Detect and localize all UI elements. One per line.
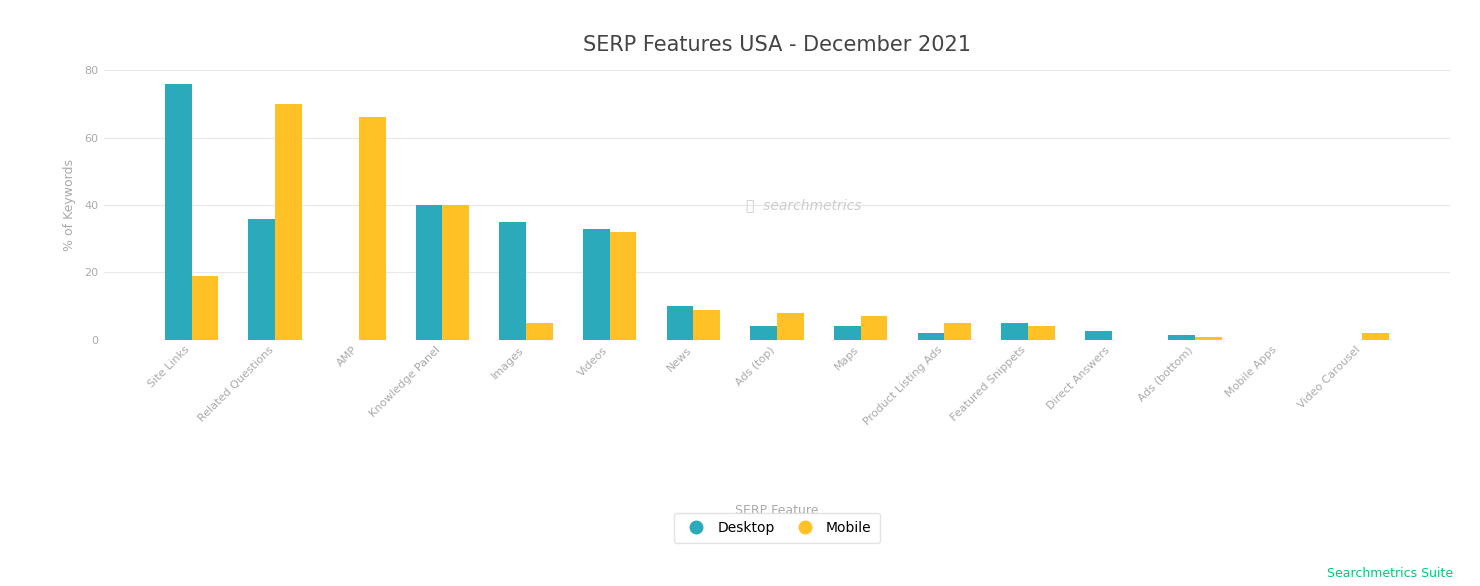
Bar [861, 316, 888, 340]
Text: Searchmetrics Suite: Searchmetrics Suite [1328, 567, 1453, 580]
Bar [1168, 335, 1196, 340]
Bar [191, 276, 219, 340]
Bar [666, 306, 693, 340]
Y-axis label: % of Keywords: % of Keywords [64, 159, 77, 251]
Bar [583, 229, 610, 340]
Legend: Desktop, Mobile: Desktop, Mobile [673, 513, 881, 543]
Bar [443, 205, 469, 340]
Bar [275, 104, 302, 340]
Bar [1029, 326, 1055, 340]
Bar [1363, 333, 1390, 340]
X-axis label: SERP Feature: SERP Feature [736, 503, 818, 516]
Bar [750, 326, 777, 340]
Text: ⛆  searchmetrics: ⛆ searchmetrics [746, 198, 861, 212]
Bar [918, 333, 944, 340]
Bar [358, 118, 386, 340]
Title: SERP Features USA - December 2021: SERP Features USA - December 2021 [583, 35, 971, 55]
Bar [610, 232, 636, 340]
Bar [1085, 332, 1111, 340]
Bar [525, 323, 554, 340]
Bar [1000, 323, 1029, 340]
Bar [777, 313, 804, 340]
Bar [693, 309, 721, 340]
Bar [944, 323, 971, 340]
Bar [499, 222, 525, 340]
Bar [833, 326, 861, 340]
Bar [249, 219, 275, 340]
Bar [1196, 336, 1222, 340]
Bar [416, 205, 443, 340]
Bar [164, 84, 191, 340]
